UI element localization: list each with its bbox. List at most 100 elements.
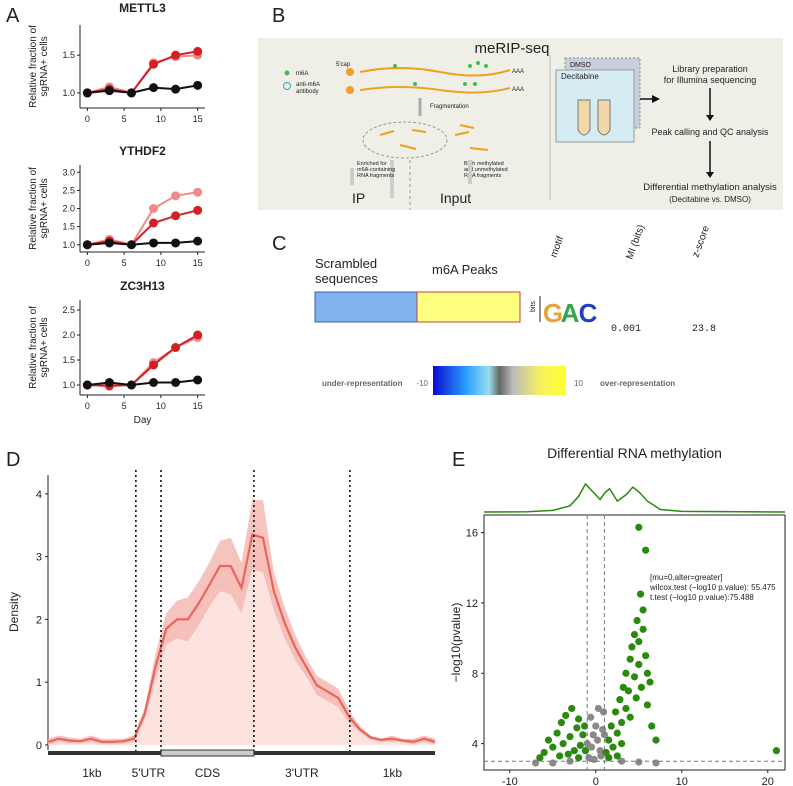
label: Decitabine	[561, 72, 599, 81]
point	[616, 696, 624, 704]
point	[149, 360, 159, 370]
cds-box	[160, 749, 255, 757]
x-tick-label: 5	[122, 114, 127, 124]
point	[643, 701, 652, 709]
label: AAA	[512, 69, 524, 75]
point	[171, 238, 181, 248]
label: 5'cap	[336, 62, 351, 68]
plot-frame	[483, 514, 786, 771]
point	[562, 711, 570, 720]
point	[622, 704, 630, 713]
rna	[359, 86, 511, 94]
x-tick-label: 0	[85, 401, 90, 411]
chart-title: METTL3	[119, 1, 166, 15]
point	[576, 741, 584, 749]
annotation: wilcox.test (−log10 p.value): 55.475	[649, 583, 776, 592]
point	[589, 731, 597, 739]
point	[549, 759, 557, 767]
point	[104, 86, 114, 96]
point	[557, 718, 566, 727]
marginal-density	[483, 482, 786, 513]
point	[149, 378, 159, 387]
y-tick-label: 2.5	[62, 305, 75, 315]
point	[639, 606, 647, 614]
point	[549, 743, 557, 751]
point	[171, 343, 181, 352]
point	[171, 211, 181, 221]
point	[126, 240, 136, 250]
y-tick-label: 3	[36, 552, 42, 564]
point	[618, 757, 626, 765]
x-tick-label: 5	[122, 258, 127, 268]
x-tick-label: 15	[193, 258, 203, 268]
point	[772, 747, 781, 755]
point	[104, 238, 114, 248]
y-axis-label: sgRNA+ cells	[39, 178, 50, 238]
point	[171, 378, 181, 387]
y-tick-label: 0	[36, 740, 42, 752]
point	[618, 740, 626, 748]
y-tick-label: 1.0	[62, 88, 75, 98]
label: AAA	[512, 87, 524, 93]
point	[579, 731, 587, 739]
chart-title: YTHDF2	[119, 144, 166, 158]
point	[599, 708, 608, 716]
point	[637, 683, 645, 691]
x-tick-label: 10	[156, 258, 166, 268]
z-score: 23.8	[692, 324, 716, 335]
heat-cell	[314, 291, 418, 323]
point	[570, 747, 578, 755]
annotation: t.test (−log10 p.value):75.488	[650, 593, 754, 602]
heat-cell	[416, 291, 521, 323]
label: IP	[352, 190, 365, 206]
workflow-step: Library preparation for Illumina sequenci…	[664, 64, 757, 85]
panel-label: A	[6, 5, 20, 27]
column-label: Scrambled sequences	[315, 256, 378, 286]
point	[630, 673, 639, 681]
diagram-title: meRIP-seq	[474, 40, 549, 57]
point	[636, 590, 645, 598]
x-tick-label: 10	[676, 776, 688, 786]
point	[149, 59, 159, 69]
point	[149, 238, 159, 248]
series-line	[87, 191, 198, 246]
point	[626, 713, 634, 721]
y-tick-label: 1.0	[62, 380, 75, 390]
point	[126, 380, 136, 390]
y-tick-label: 1	[36, 677, 42, 689]
point	[104, 378, 114, 387]
point	[149, 83, 159, 93]
colorbar-tick: 10	[574, 379, 583, 388]
column-header: MI (bits)	[624, 223, 647, 261]
point	[613, 752, 621, 760]
y-tick-label: 2.0	[62, 204, 75, 214]
logo-letter: G	[543, 298, 563, 328]
point	[171, 50, 181, 60]
x-tick-label: 10	[156, 401, 166, 411]
point	[82, 380, 92, 390]
rna	[359, 67, 511, 77]
point	[611, 708, 620, 716]
colorbar	[433, 366, 566, 395]
region-label: 1kb	[82, 766, 102, 780]
region-label: CDS	[195, 766, 220, 780]
x-tick-label: 20	[762, 776, 774, 786]
point	[597, 752, 605, 760]
x-tick-label: 15	[193, 114, 203, 124]
point	[126, 88, 136, 98]
cap	[346, 86, 354, 94]
colorbar-tick: -10	[416, 379, 428, 388]
point	[540, 748, 548, 757]
y-axis-label: Relative fraction of	[28, 25, 39, 108]
point	[635, 660, 643, 669]
point	[171, 84, 181, 94]
colorbar-label: over-representation	[600, 379, 675, 388]
point	[624, 687, 633, 695]
point	[575, 754, 583, 762]
point	[587, 713, 595, 721]
column-header: motif	[548, 235, 566, 259]
point	[559, 740, 567, 748]
y-axis-label: Relative fraction of	[28, 167, 39, 250]
point	[628, 643, 636, 651]
